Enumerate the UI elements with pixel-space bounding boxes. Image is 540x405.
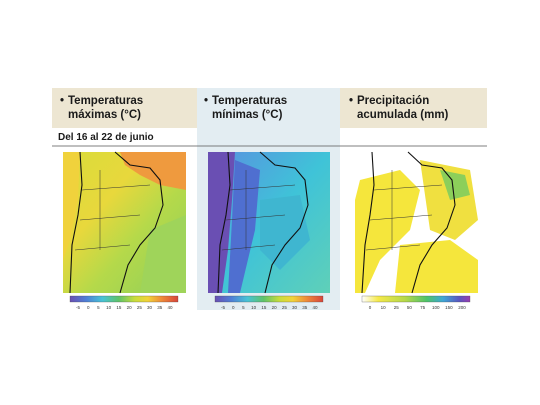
bullet: • — [60, 95, 64, 107]
scale-tick-label: 10 — [381, 305, 387, 310]
scale-tick-label: -5 — [76, 305, 80, 310]
bullet: • — [349, 95, 353, 107]
colorbar — [361, 295, 471, 303]
scale-tick-label: 30 — [292, 305, 298, 310]
scale-tick-label: 150 — [445, 305, 453, 310]
map-min-temp — [208, 151, 330, 294]
scale-tick-label: 0 — [87, 305, 90, 310]
scale-tick-label: 100 — [432, 305, 440, 310]
panel-title: Temperaturas — [212, 95, 287, 107]
scale-tick-label: 40 — [167, 305, 173, 310]
colorbar — [214, 295, 324, 303]
scale-tick-label: -5 — [221, 305, 225, 310]
map-max-temp — [63, 151, 186, 294]
scale-tick-label: 10 — [106, 305, 112, 310]
scale-tick-label: 30 — [147, 305, 153, 310]
colorbar — [69, 295, 179, 303]
scale-tick-label: 35 — [157, 305, 163, 310]
scale-tick-label: 20 — [127, 305, 133, 310]
scale-tick-label: 75 — [420, 305, 426, 310]
scale-tick-label: 10 — [251, 305, 257, 310]
scale-tick-label: 0 — [232, 305, 235, 310]
scale-tick-label: 200 — [458, 305, 466, 310]
panel-title: mínimas (°C) — [212, 109, 283, 121]
scale-tick-label: 0 — [369, 305, 372, 310]
panel-title: acumulada (mm) — [357, 109, 449, 121]
scale-tick-label: 15 — [116, 305, 122, 310]
bullet: • — [204, 95, 208, 107]
scale-tick-label: 5 — [242, 305, 245, 310]
panel-title: Precipitación — [357, 95, 429, 107]
panel-title: máximas (°C) — [68, 109, 141, 121]
scale-tick-label: 15 — [261, 305, 267, 310]
scale-tick-label: 40 — [312, 305, 318, 310]
panel-title: Temperaturas — [68, 95, 143, 107]
scale-tick-label: 50 — [407, 305, 413, 310]
scale-tick-label: 25 — [282, 305, 288, 310]
scale-tick-label: 5 — [97, 305, 100, 310]
scale-tick-label: 35 — [302, 305, 308, 310]
scale-tick-label: 20 — [272, 305, 278, 310]
scale-tick-label: 25 — [137, 305, 143, 310]
scale-tick-label: 25 — [394, 305, 400, 310]
date-range: Del 16 al 22 de junio — [58, 132, 154, 143]
map-precipitation — [355, 151, 478, 294]
